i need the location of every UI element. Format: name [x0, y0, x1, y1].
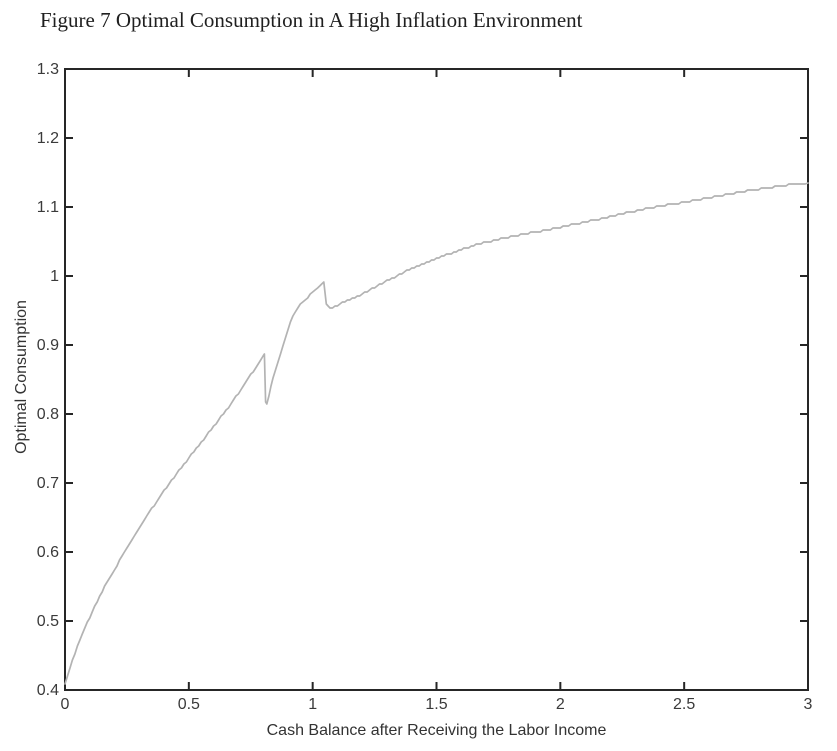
y-tick-label: 0.7 — [36, 475, 59, 492]
y-axis-title: Optimal Consumption — [13, 300, 30, 454]
optimal-consumption-line — [64, 182, 809, 685]
y-tick-label: 0.8 — [36, 406, 59, 423]
y-tick-label: 0.9 — [36, 337, 59, 354]
x-tick-label: 0 — [60, 696, 70, 713]
y-tick-label: 1.1 — [36, 199, 59, 216]
y-tick-label: 0.5 — [36, 613, 59, 630]
axes-box — [64, 68, 809, 691]
x-tick-label: 2.5 — [673, 696, 696, 713]
x-tick-label: 1 — [308, 696, 318, 713]
x-tick-label: 2 — [555, 696, 565, 713]
y-tick-label: 0.4 — [36, 682, 59, 699]
x-tick-label: 1.5 — [425, 696, 448, 713]
y-tick-label: 0.6 — [36, 544, 59, 561]
x-tick-label: 3 — [803, 696, 813, 713]
figure-title: Figure 7 Optimal Consumption in A High I… — [40, 8, 583, 32]
y-tick-label: 1.3 — [36, 61, 59, 78]
y-tick-label: 1.2 — [36, 130, 59, 147]
axis-ticks — [64, 68, 809, 691]
y-tick-label: 1 — [50, 268, 59, 285]
x-axis-title: Cash Balance after Receiving the Labor I… — [266, 722, 607, 739]
x-tick-label: 0.5 — [177, 696, 200, 713]
